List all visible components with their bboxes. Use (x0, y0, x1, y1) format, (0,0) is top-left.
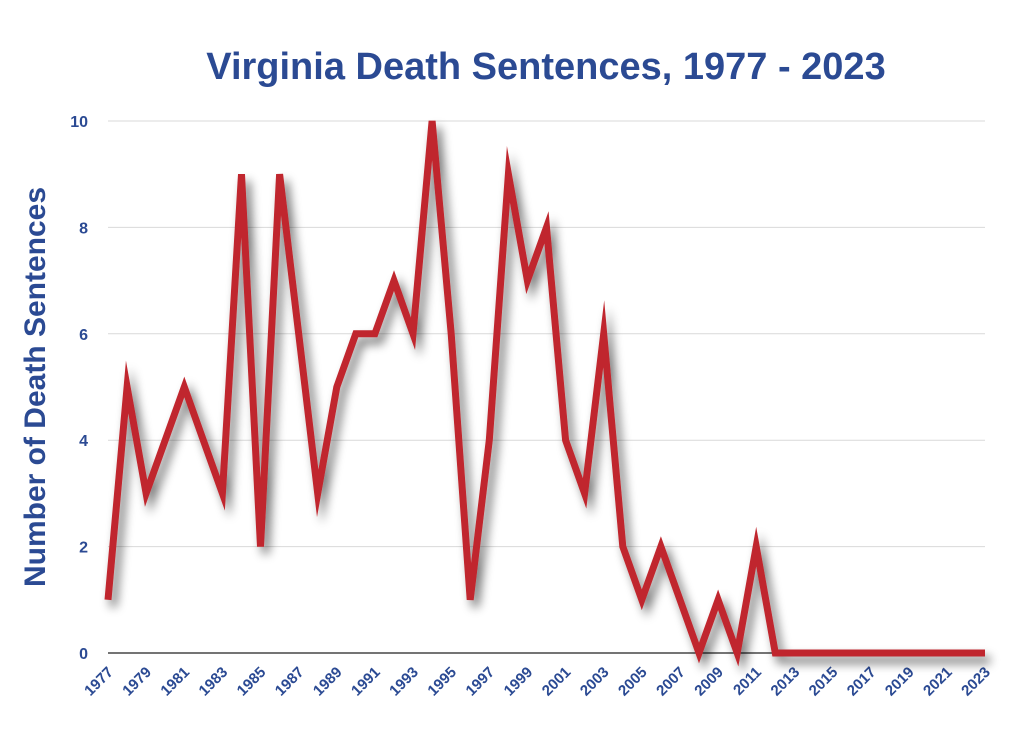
series-line (104, 120, 985, 667)
data-point (963, 650, 969, 656)
data-point (467, 597, 473, 603)
y-tick-label: 2 (79, 540, 88, 557)
data-point (124, 384, 130, 390)
data-point (601, 331, 607, 337)
data-point (334, 384, 340, 390)
data-point (887, 650, 893, 656)
x-tick-label: 1977 (81, 664, 117, 700)
data-point (296, 331, 302, 337)
data-point (753, 544, 759, 550)
y-tick-label: 8 (79, 220, 88, 237)
data-point (544, 224, 550, 230)
data-point (734, 650, 740, 656)
data-point (524, 278, 530, 284)
x-tick-label: 1997 (463, 664, 499, 700)
y-axis-label: Number of Death Sentences (19, 187, 52, 587)
data-point (906, 650, 912, 656)
x-tick-label: 1999 (501, 664, 537, 700)
x-tick-label: 2017 (844, 664, 880, 700)
x-tick-label: 1987 (272, 664, 308, 700)
data-point (143, 490, 149, 496)
data-point (486, 437, 492, 443)
x-tick-label: 2005 (615, 664, 651, 700)
data-point (772, 650, 778, 656)
data-point (372, 331, 378, 337)
data-point (277, 171, 283, 177)
x-tick-label: 2011 (730, 664, 765, 699)
x-tick-label: 1983 (196, 664, 232, 700)
x-tick-label: 2021 (920, 664, 956, 700)
data-point (219, 490, 225, 496)
y-tick-label: 6 (79, 327, 88, 344)
x-tick-label: 1993 (386, 664, 422, 700)
chart-title: Virginia Death Sentences, 1977 - 2023 (206, 46, 885, 88)
x-axis-ticks: 1977 1979 1981 1983 1985 1987 1989 1991 1993 1995… (81, 664, 994, 700)
data-point (639, 597, 645, 603)
y-tick-label: 4 (79, 433, 88, 450)
data-point (200, 437, 206, 443)
data-point (429, 118, 435, 124)
x-tick-label: 2003 (577, 664, 613, 700)
data-point (563, 437, 569, 443)
x-tick-label: 2023 (958, 664, 994, 700)
data-point (982, 650, 988, 656)
data-point (620, 544, 626, 550)
x-tick-label: 1981 (157, 664, 193, 700)
data-point (715, 597, 721, 603)
x-tick-label: 1991 (348, 664, 384, 700)
data-point (810, 650, 816, 656)
y-tick-label: 0 (79, 646, 88, 663)
series-layer (104, 118, 988, 667)
data-point (868, 650, 874, 656)
x-tick-label: 1995 (424, 664, 460, 700)
data-point (353, 331, 359, 337)
data-point (829, 650, 835, 656)
data-point (105, 597, 111, 603)
data-point (238, 171, 244, 177)
y-axis-ticks: 0 2 4 6 8 10 (70, 114, 88, 663)
x-tick-label: 1979 (119, 664, 155, 700)
data-point (791, 650, 797, 656)
x-tick-label: 2009 (691, 664, 727, 700)
x-tick-label: 2013 (768, 664, 804, 700)
data-point (162, 437, 168, 443)
data-point (315, 490, 321, 496)
data-point (658, 544, 664, 550)
data-point (410, 331, 416, 337)
x-tick-label: 1985 (234, 664, 270, 700)
data-point (696, 650, 702, 656)
data-point (582, 490, 588, 496)
data-point (677, 597, 683, 603)
data-point (258, 544, 264, 550)
data-point (944, 650, 950, 656)
x-tick-label: 1989 (310, 664, 346, 700)
data-point (391, 278, 397, 284)
data-point (925, 650, 931, 656)
data-point (448, 331, 454, 337)
x-tick-label: 2001 (539, 664, 575, 700)
data-point (505, 171, 511, 177)
x-tick-label: 2015 (806, 664, 842, 700)
x-tick-label: 2019 (882, 664, 918, 700)
data-point (181, 384, 187, 390)
data-point (849, 650, 855, 656)
x-tick-label: 2007 (653, 664, 689, 700)
y-tick-label: 10 (70, 114, 88, 131)
